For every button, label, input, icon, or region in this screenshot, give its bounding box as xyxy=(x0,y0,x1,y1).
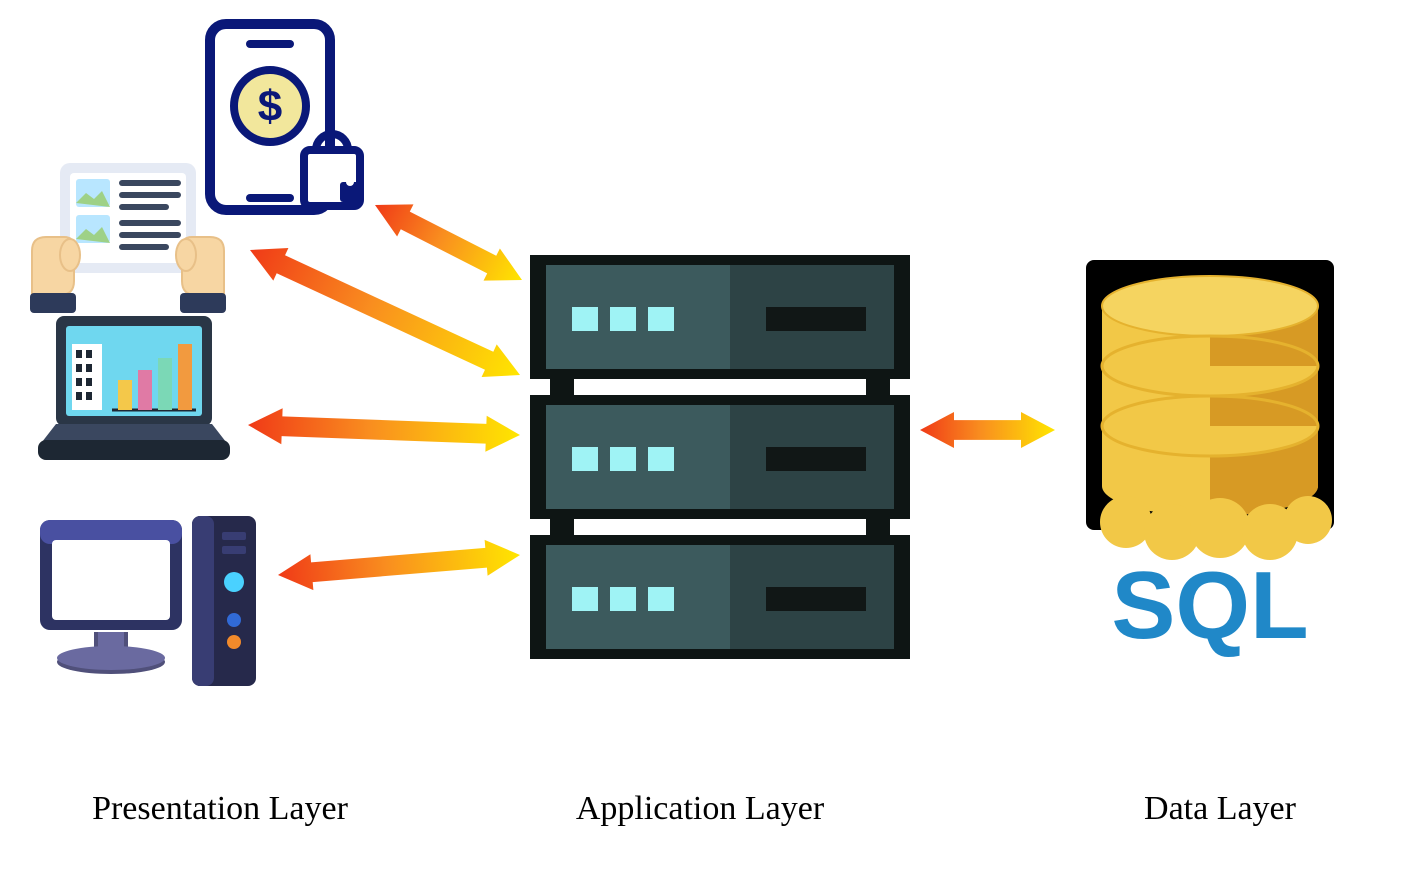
arrow-a-desktop xyxy=(277,537,522,593)
label-presentation: Presentation Layer xyxy=(60,790,380,828)
arrow-a-db xyxy=(920,412,1055,448)
arrow-a-laptop xyxy=(247,407,520,453)
arrow-a-phone xyxy=(367,189,530,296)
label-data: Data Layer xyxy=(1060,790,1380,828)
diagram-stage: $ xyxy=(0,0,1424,877)
label-application: Application Layer xyxy=(540,790,860,828)
arrows-layer xyxy=(0,0,1424,877)
